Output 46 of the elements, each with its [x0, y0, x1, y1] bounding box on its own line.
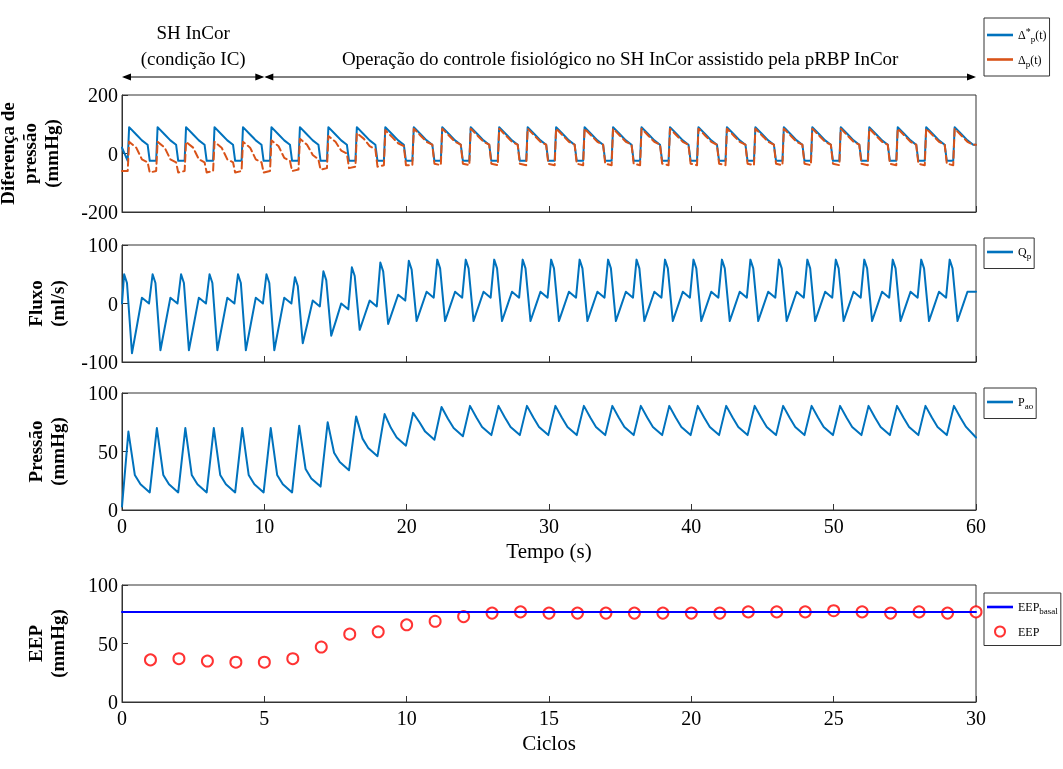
x-tick-label: 10: [254, 515, 275, 537]
x-tick-label: 15: [539, 707, 559, 729]
x-tick-label: 50: [823, 515, 844, 537]
y-tick-label: 50: [98, 632, 118, 655]
y-tick-label: 100: [88, 234, 118, 256]
y-tick-label: 100: [88, 574, 118, 596]
line-series: [121, 127, 977, 174]
x-axis-title: Ciclos: [522, 731, 576, 756]
x-axis-title: Tempo (s): [506, 539, 592, 564]
x-tick-label: 40: [681, 515, 702, 537]
y-tick-label: -200: [81, 201, 118, 223]
y-tick-label: 0: [108, 292, 118, 315]
x-tick-label: 30: [966, 707, 986, 729]
y-tick-label: -100: [81, 351, 118, 373]
y-axis-title: Diferença de pressão (mmHg): [0, 102, 63, 205]
point: [428, 614, 442, 628]
x-tick-label: 10: [396, 707, 417, 729]
point: [172, 652, 186, 666]
y-tick-label: 100: [88, 382, 118, 404]
y-tick-label: 0: [108, 142, 118, 165]
point: [371, 625, 385, 639]
legend-label: EEP: [1018, 624, 1040, 639]
text: Operação do controle fisiológico no SH InCor assistido pela pRBP InCor: [341, 47, 900, 69]
x-tick-label: 30: [539, 515, 559, 537]
y-tick-label: 0: [108, 499, 118, 521]
point: [314, 640, 328, 654]
point: [229, 655, 243, 669]
point: [257, 655, 271, 669]
x-tick-label: 60: [966, 515, 986, 537]
point: [143, 653, 157, 667]
point: [343, 627, 357, 641]
point: [400, 618, 414, 632]
point: [200, 654, 214, 668]
y-tick-label: 200: [88, 84, 118, 106]
y-tick-label: 50: [98, 440, 118, 463]
y-axis-title: Pressão (mmHg): [24, 417, 69, 486]
y-axis-title: EEP (mmHg): [24, 609, 69, 678]
x-tick-label: 25: [823, 707, 844, 729]
text: SH InCor (condição IC): [140, 21, 246, 70]
x-tick-label: 5: [259, 707, 270, 729]
x-tick-label: 20: [681, 707, 702, 729]
y-tick-label: 0: [108, 691, 118, 713]
line-series: [121, 258, 977, 355]
point: [286, 652, 300, 666]
y-axis-title: Fluxo (ml/s): [24, 280, 69, 327]
x-tick-label: 20: [396, 515, 417, 537]
